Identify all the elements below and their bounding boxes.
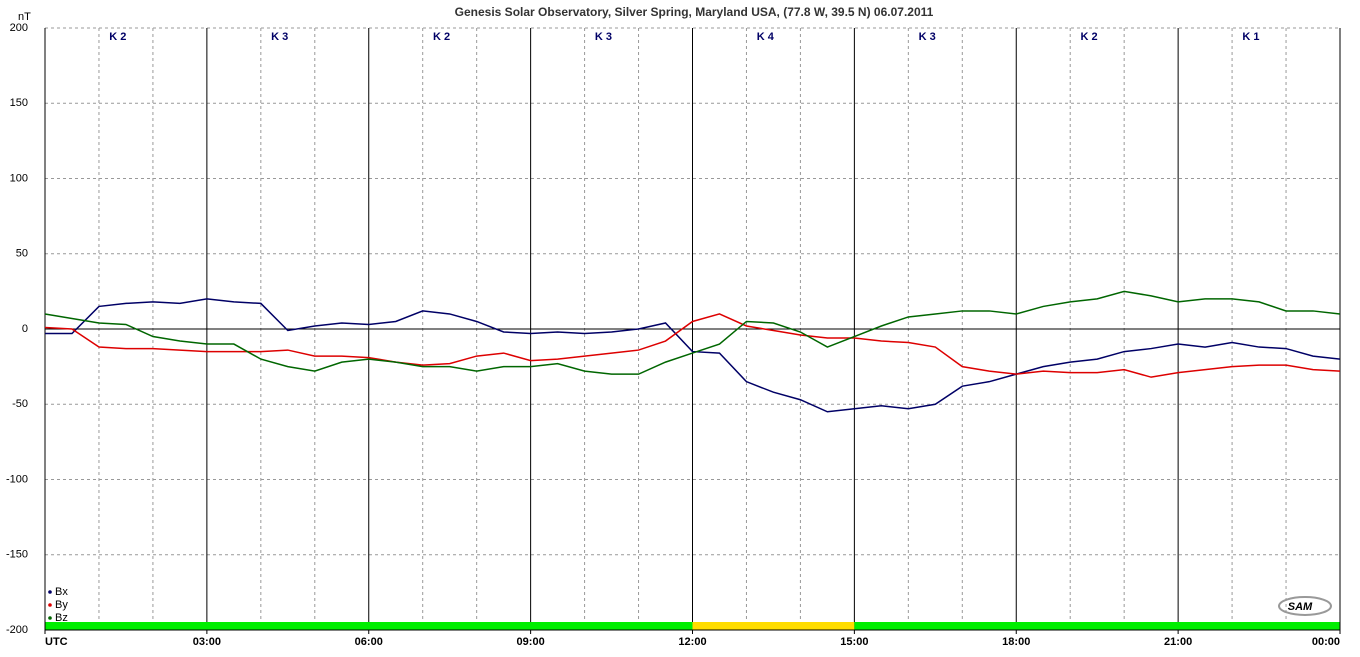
x-tick-label: UTC bbox=[45, 636, 68, 648]
y-tick-label: 0 bbox=[22, 323, 28, 335]
y-tick-label: 100 bbox=[10, 172, 28, 184]
x-tick-label: 06:00 bbox=[355, 636, 383, 648]
y-tick-label: 50 bbox=[16, 248, 28, 260]
x-tick-label: 21:00 bbox=[1164, 636, 1192, 648]
y-axis-label: nT bbox=[18, 11, 31, 23]
logo: SAM bbox=[1288, 601, 1313, 613]
status-segment bbox=[692, 622, 855, 630]
x-tick-label: 12:00 bbox=[678, 636, 706, 648]
k-index-label: K 3 bbox=[595, 31, 612, 43]
status-segment bbox=[854, 622, 1340, 630]
k-index-label: K 1 bbox=[1242, 31, 1259, 43]
series-line bbox=[45, 298, 1341, 413]
chart-title: Genesis Solar Observatory, Silver Spring… bbox=[455, 5, 934, 19]
x-tick-label: 00:00 bbox=[1312, 636, 1340, 648]
y-tick-label: 200 bbox=[10, 22, 28, 34]
k-index-label: K 2 bbox=[433, 31, 450, 43]
legend-label: Bz bbox=[55, 612, 68, 624]
y-tick-label: -50 bbox=[12, 398, 28, 410]
k-index-label: K 3 bbox=[919, 31, 936, 43]
k-index-label: K 2 bbox=[109, 31, 126, 43]
series-line bbox=[44, 313, 1341, 378]
y-tick-label: -150 bbox=[6, 549, 28, 561]
k-index-label: K 4 bbox=[757, 31, 775, 43]
legend-label: By bbox=[55, 599, 68, 611]
legend-marker bbox=[48, 616, 52, 620]
logo-swoosh bbox=[1278, 596, 1332, 616]
x-tick-label: 15:00 bbox=[840, 636, 868, 648]
k-index-label: K 3 bbox=[271, 31, 288, 43]
series-line bbox=[44, 290, 1341, 375]
x-tick-label: 18:00 bbox=[1002, 636, 1030, 648]
y-tick-label: 150 bbox=[10, 97, 28, 109]
x-tick-label: 09:00 bbox=[517, 636, 545, 648]
legend-marker bbox=[48, 590, 52, 594]
x-tick-label: 03:00 bbox=[193, 636, 221, 648]
legend-marker bbox=[48, 603, 52, 607]
y-tick-label: -200 bbox=[6, 624, 28, 636]
legend-label: Bx bbox=[55, 586, 68, 598]
status-segment bbox=[45, 622, 693, 630]
y-tick-label: -100 bbox=[6, 473, 28, 485]
k-index-label: K 2 bbox=[1081, 31, 1098, 43]
